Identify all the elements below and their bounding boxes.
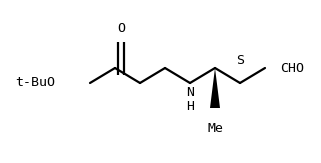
Text: H: H <box>186 100 194 113</box>
Text: S: S <box>236 54 244 67</box>
Polygon shape <box>210 68 220 108</box>
Text: CHO: CHO <box>280 61 304 74</box>
Text: Me: Me <box>207 122 223 135</box>
Text: N: N <box>186 86 194 99</box>
Text: O: O <box>117 22 125 35</box>
Text: t-BuO: t-BuO <box>15 76 55 89</box>
